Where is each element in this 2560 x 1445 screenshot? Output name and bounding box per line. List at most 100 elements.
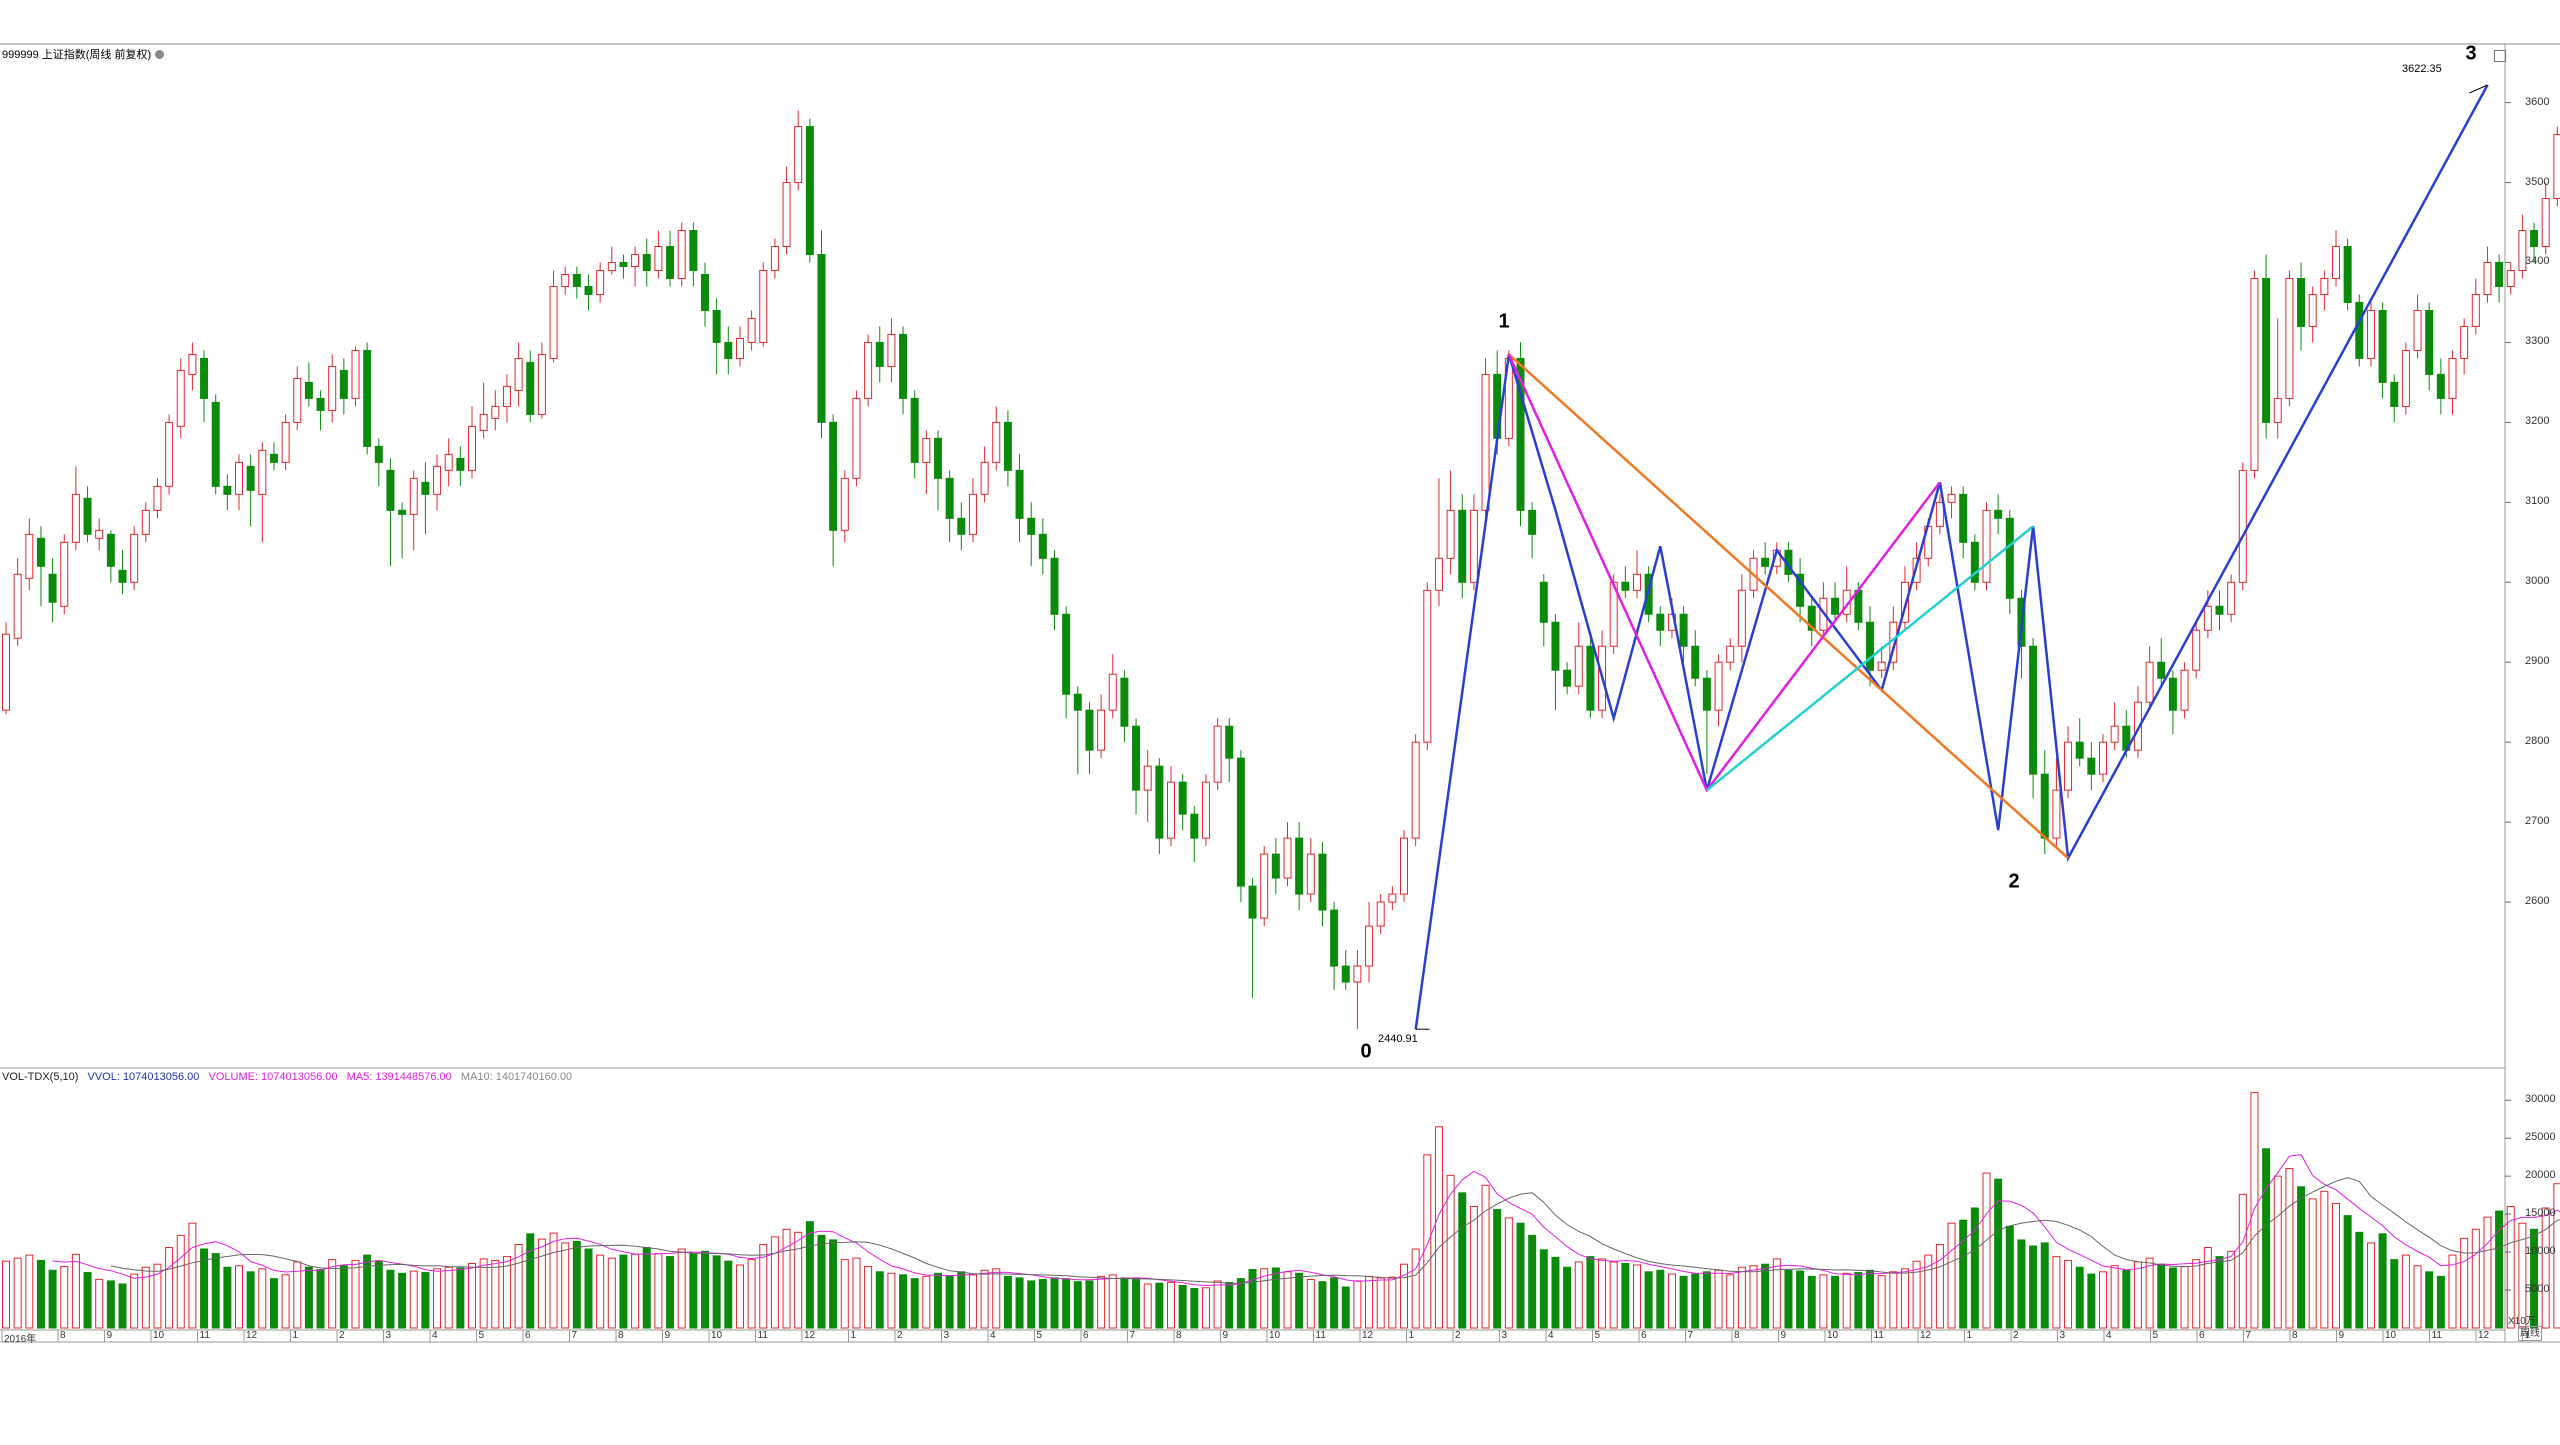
volume-bar[interactable] xyxy=(689,1253,698,1329)
candle[interactable] xyxy=(619,254,628,279)
candle[interactable] xyxy=(922,430,931,495)
volume-bar[interactable] xyxy=(1912,1260,1921,1329)
candle[interactable] xyxy=(374,438,383,487)
volume-bar[interactable] xyxy=(2099,1271,2107,1329)
candle[interactable] xyxy=(200,350,209,423)
volume-bar[interactable] xyxy=(840,1259,849,1329)
candle[interactable] xyxy=(526,350,535,423)
volume-bar[interactable] xyxy=(1842,1272,1851,1329)
volume-bar[interactable] xyxy=(153,1263,162,1329)
volume-bar[interactable] xyxy=(899,1274,908,1329)
volume-bar[interactable] xyxy=(1318,1281,1327,1329)
volume-bar[interactable] xyxy=(1935,1243,1944,1329)
volume-bar[interactable] xyxy=(1796,1270,1805,1329)
candle[interactable] xyxy=(398,502,407,559)
volume-bar[interactable] xyxy=(526,1233,535,1329)
volume-bar[interactable] xyxy=(235,1265,243,1329)
volume-bar[interactable] xyxy=(2262,1148,2271,1329)
volume-bar[interactable] xyxy=(2460,1237,2469,1329)
candle[interactable] xyxy=(910,390,919,479)
volume-bar[interactable] xyxy=(1877,1275,1886,1329)
candle[interactable] xyxy=(642,238,651,287)
candle[interactable] xyxy=(141,502,150,543)
volume-bar[interactable] xyxy=(2518,1222,2527,1329)
candle[interactable] xyxy=(491,390,500,431)
volume-bar[interactable] xyxy=(48,1269,57,1329)
volume-bar[interactable] xyxy=(1598,1258,1607,1329)
volume-bar[interactable] xyxy=(2005,1225,2014,1329)
candle[interactable] xyxy=(2483,246,2492,303)
candle[interactable] xyxy=(607,246,616,275)
volume-bar[interactable] xyxy=(1038,1278,1047,1329)
volume-bar[interactable] xyxy=(2320,1190,2329,1329)
candle[interactable] xyxy=(1586,638,1595,719)
candle[interactable] xyxy=(2471,278,2480,335)
volume-bar[interactable] xyxy=(2483,1216,2492,1329)
volume-bar[interactable] xyxy=(537,1238,546,1329)
volume-bar[interactable] xyxy=(1924,1254,1933,1329)
volume-bar[interactable] xyxy=(1097,1275,1106,1329)
candle[interactable] xyxy=(1959,486,1968,559)
volume-bar[interactable] xyxy=(1831,1275,1840,1329)
candle[interactable] xyxy=(433,454,442,511)
candle[interactable] xyxy=(351,346,360,407)
candle[interactable] xyxy=(1726,638,1735,671)
candle[interactable] xyxy=(2110,702,2119,751)
candle[interactable] xyxy=(153,478,162,519)
volume-bar[interactable] xyxy=(1143,1283,1152,1329)
volume-indicator-name[interactable]: VOL-TDX(5,10) xyxy=(2,1071,79,1083)
volume-bar[interactable] xyxy=(1994,1178,2003,1329)
volume-bar[interactable] xyxy=(712,1255,721,1329)
volume-bar[interactable] xyxy=(910,1278,919,1329)
candle[interactable] xyxy=(1481,358,1490,519)
candle[interactable] xyxy=(2436,358,2445,415)
volume-bar[interactable] xyxy=(2366,1242,2375,1329)
candle[interactable] xyxy=(2,622,10,715)
volume-bar[interactable] xyxy=(1388,1276,1397,1329)
volume-bar[interactable] xyxy=(2215,1256,2224,1329)
volume-bar[interactable] xyxy=(829,1239,838,1329)
candle[interactable] xyxy=(1248,878,1257,999)
volume-bar[interactable] xyxy=(1504,1217,1513,1329)
volume-bar[interactable] xyxy=(1015,1277,1024,1329)
volume-bar[interactable] xyxy=(351,1259,360,1329)
candle[interactable] xyxy=(1365,902,1374,983)
candle[interactable] xyxy=(782,166,791,255)
candle[interactable] xyxy=(2168,670,2177,735)
candle[interactable] xyxy=(817,230,826,439)
candle[interactable] xyxy=(2180,662,2189,719)
candle[interactable] xyxy=(2133,686,2142,759)
volume-bar[interactable] xyxy=(1982,1172,1991,1329)
volume-bar[interactable] xyxy=(1784,1269,1793,1329)
volume-bar[interactable] xyxy=(2192,1259,2201,1329)
candle[interactable] xyxy=(1563,662,1572,695)
volume-bar[interactable] xyxy=(1866,1269,1874,1329)
candle[interactable] xyxy=(1003,410,1012,487)
candle[interactable] xyxy=(1306,838,1315,903)
volume-bar[interactable] xyxy=(1365,1275,1374,1329)
volume-bar[interactable] xyxy=(1376,1277,1385,1329)
candle[interactable] xyxy=(293,366,302,431)
volume-bar[interactable] xyxy=(374,1260,383,1329)
volume-bar[interactable] xyxy=(875,1271,884,1329)
panel-toggle-icon[interactable] xyxy=(2494,50,2506,62)
candle[interactable] xyxy=(176,358,185,439)
volume-bar[interactable] xyxy=(2029,1245,2038,1329)
volume-bar[interactable] xyxy=(468,1262,476,1329)
candle[interactable] xyxy=(1796,558,1805,623)
volume-bar[interactable] xyxy=(456,1267,465,1329)
candle[interactable] xyxy=(409,470,418,551)
candle[interactable] xyxy=(1295,822,1304,911)
candle[interactable] xyxy=(25,518,34,591)
volume-bar[interactable] xyxy=(339,1265,348,1329)
volume-bar[interactable] xyxy=(631,1253,640,1329)
candle[interactable] xyxy=(2145,646,2154,711)
volume-bar[interactable] xyxy=(2285,1168,2294,1329)
volume-bar[interactable] xyxy=(1667,1273,1676,1329)
candle[interactable] xyxy=(584,274,593,311)
volume-bar[interactable] xyxy=(2064,1259,2073,1329)
candle[interactable] xyxy=(864,334,873,407)
candle[interactable] xyxy=(1714,654,1723,727)
candle[interactable] xyxy=(2238,462,2247,591)
volume-bar[interactable] xyxy=(258,1268,267,1329)
